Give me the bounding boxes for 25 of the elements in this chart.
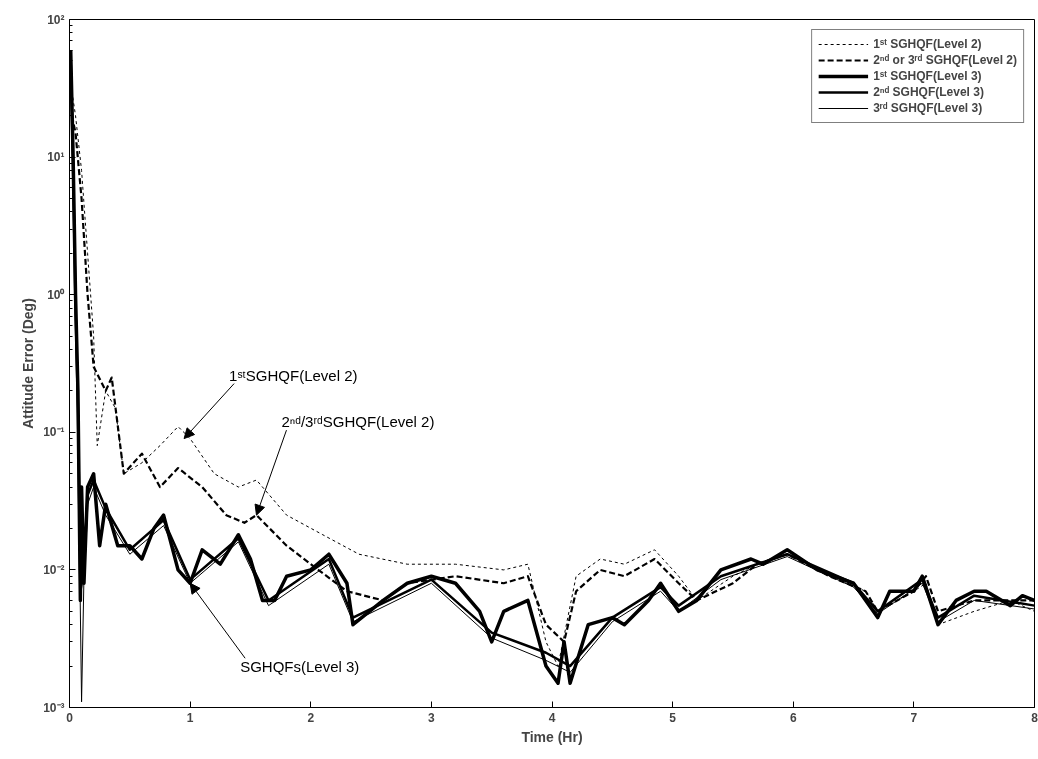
legend-label: 2ⁿᵈ or 3ʳᵈ SGHQF(Level 2) <box>873 52 1017 68</box>
x-tick-label: 8 <box>1031 710 1038 725</box>
annotation: 2ⁿᵈ/3ʳᵈSGHQF(Level 2) <box>281 413 435 431</box>
y-tick-label: 10⁻¹ <box>43 425 65 440</box>
y-tick-label: 10⁰ <box>47 287 66 302</box>
y-tick-label: 10⁻³ <box>43 700 65 715</box>
x-tick-label: 4 <box>548 710 556 725</box>
x-axis-title: Time (Hr) <box>521 728 583 745</box>
legend-label: 1ˢᵗ SGHQF(Level 3) <box>873 68 982 84</box>
y-tick-label: 10⁻² <box>43 562 65 577</box>
y-tick-label: 10¹ <box>47 150 65 165</box>
x-tick-label: 7 <box>910 710 918 725</box>
x-tick-label: 0 <box>66 710 74 725</box>
y-tick-label: 10² <box>47 12 65 27</box>
legend-label: 3ʳᵈ SGHQF(Level 3) <box>873 100 983 116</box>
legend-label: 2ⁿᵈ SGHQF(Level 3) <box>873 84 984 100</box>
y-axis-title: Attitude Error (Deg) <box>20 298 37 429</box>
x-tick-label: 2 <box>307 710 315 725</box>
x-tick-label: 3 <box>428 710 436 725</box>
legend-label: 1ˢᵗ SGHQF(Level 2) <box>873 36 982 52</box>
x-tick-label: 6 <box>789 710 797 725</box>
x-tick-label: 5 <box>669 710 677 725</box>
annotation: 1ˢᵗSGHQF(Level 2) <box>229 366 358 384</box>
annotation: SGHQFs(Level 3) <box>240 658 360 676</box>
x-tick-label: 1 <box>186 710 194 725</box>
